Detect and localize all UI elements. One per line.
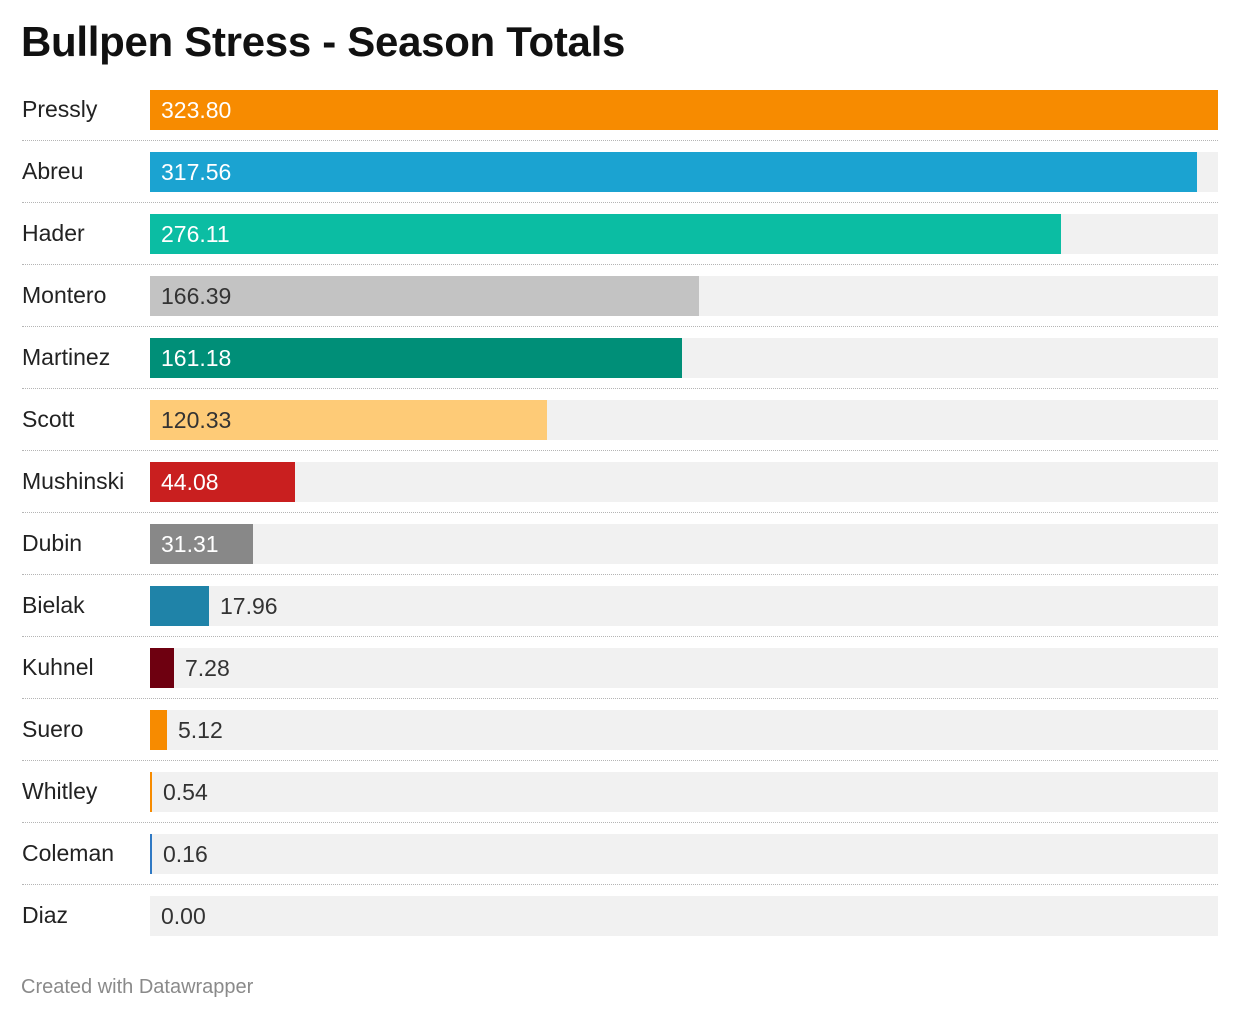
- row-separator: [22, 822, 1218, 823]
- bar: [150, 214, 1061, 254]
- chart-row: Whitley 0.54: [0, 771, 1240, 833]
- bar-track: 17.96: [150, 586, 1218, 626]
- row-separator: [22, 450, 1218, 451]
- bar-track: 317.56: [150, 152, 1218, 192]
- category-label: Mushinski: [22, 468, 125, 494]
- category-label: Bielak: [22, 592, 85, 618]
- bar-track: 31.31: [150, 524, 1218, 564]
- bar: [150, 462, 295, 502]
- bar-track: 0.00: [150, 896, 1218, 936]
- chart-row: Mushinski 44.08: [0, 461, 1240, 523]
- category-label: Scott: [22, 406, 75, 432]
- chart-row: Coleman 0.16: [0, 833, 1240, 895]
- row-separator: [22, 388, 1218, 389]
- category-label: Suero: [22, 716, 84, 742]
- value-label: 166.39: [161, 283, 232, 309]
- chart-row: Pressly 323.80: [0, 89, 1240, 151]
- bar-track: 0.54: [150, 772, 1218, 812]
- row-separator: [22, 326, 1218, 327]
- row-separator: [22, 760, 1218, 761]
- bar: [150, 524, 253, 564]
- bar: [150, 586, 209, 626]
- category-label: Dubin: [22, 530, 83, 556]
- category-label: Kuhnel: [22, 654, 94, 680]
- value-label: 44.08: [161, 469, 219, 495]
- chart-row: Scott 120.33: [0, 399, 1240, 461]
- bar-track: 44.08: [150, 462, 1218, 502]
- value-label: 0.00: [161, 903, 206, 929]
- category-label: Pressly: [22, 96, 98, 122]
- value-label: 317.56: [161, 159, 232, 185]
- row-separator: [22, 636, 1218, 637]
- chart-title: Bullpen Stress - Season Totals: [21, 18, 626, 65]
- bar-track: 5.12: [150, 710, 1218, 750]
- category-label: Whitley: [22, 778, 98, 804]
- row-separator: [22, 512, 1218, 513]
- row-separator: [22, 884, 1218, 885]
- row-separator: [22, 202, 1218, 203]
- value-label: 276.11: [161, 221, 230, 247]
- category-label: Hader: [22, 220, 85, 246]
- bar-track: 323.80: [150, 90, 1218, 130]
- value-label: 120.33: [161, 407, 232, 433]
- category-label: Abreu: [22, 158, 84, 184]
- category-label: Diaz: [22, 902, 69, 928]
- chart-row: Bielak 17.96: [0, 585, 1240, 647]
- bar-track: 276.11: [150, 214, 1218, 254]
- row-separator: [22, 264, 1218, 265]
- bar: [150, 834, 152, 874]
- bar: [150, 400, 547, 440]
- bar: [150, 338, 682, 378]
- category-label: Montero: [22, 282, 107, 308]
- value-label: 0.54: [163, 779, 208, 805]
- bar-chart: Pressly 323.80 Abreu 317.56 Hader 276.11 Monte…: [0, 89, 1240, 957]
- chart-row: Kuhnel 7.28: [0, 647, 1240, 709]
- category-label: Martinez: [22, 344, 111, 370]
- value-label: 7.28: [185, 655, 230, 681]
- value-label: 161.18: [161, 345, 232, 371]
- bar-track: 7.28: [150, 648, 1218, 688]
- value-label: 17.96: [220, 593, 278, 619]
- bar-track: 120.33: [150, 400, 1218, 440]
- value-label: 5.12: [178, 717, 223, 743]
- value-label: 323.80: [161, 97, 232, 123]
- credit-footer: Created with Datawrapper: [21, 976, 254, 998]
- chart-row: Suero 5.12: [0, 709, 1240, 771]
- chart-row: Diaz 0.00: [0, 895, 1240, 957]
- row-separator: [22, 698, 1218, 699]
- bar: [150, 276, 699, 316]
- row-separator: [22, 140, 1218, 141]
- bar-track: 166.39: [150, 276, 1218, 316]
- value-label: 31.31: [161, 531, 219, 557]
- bar: [150, 152, 1197, 192]
- bar-track: 0.16: [150, 834, 1218, 874]
- bar: [150, 648, 174, 688]
- chart-row: Dubin 31.31: [0, 523, 1240, 585]
- bar: [150, 90, 1218, 130]
- chart-row: Martinez 161.18: [0, 337, 1240, 399]
- chart-row: Hader 276.11: [0, 213, 1240, 275]
- bar: [150, 772, 152, 812]
- value-label: 0.16: [163, 841, 208, 867]
- chart-row: Montero 166.39: [0, 275, 1240, 337]
- row-separator: [22, 574, 1218, 575]
- bar-track: 161.18: [150, 338, 1218, 378]
- bar: [150, 710, 167, 750]
- category-label: Coleman: [22, 840, 115, 866]
- chart-row: Abreu 317.56: [0, 151, 1240, 213]
